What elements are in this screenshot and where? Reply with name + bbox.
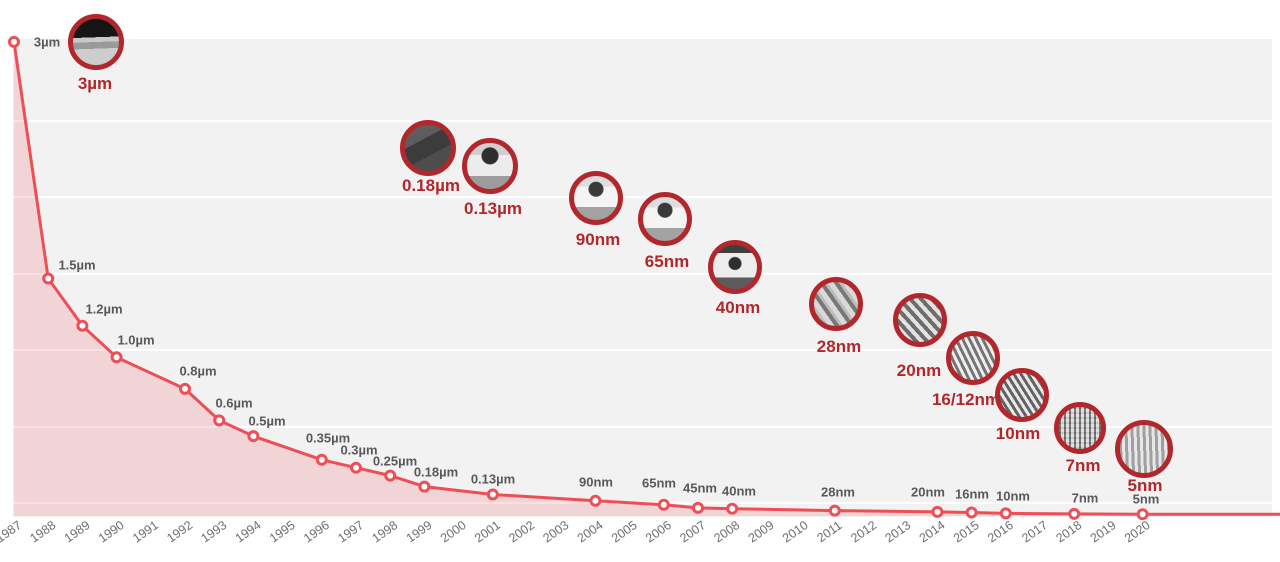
x-tick-label-2004: 2004 [575, 518, 606, 545]
x-tick-label-1994: 1994 [233, 518, 264, 545]
point-label-10nm: 10nm [996, 489, 1030, 504]
data-point-2011 [828, 504, 841, 517]
data-point-1993 [213, 414, 226, 427]
point-label-7nm: 7nm [1072, 491, 1099, 506]
x-tick-label-2011: 2011 [814, 518, 844, 545]
point-label-1.0µm: 1.0µm [117, 333, 154, 348]
point-labels-group: 3µm1.5µm1.2µm1.0µm0.8µm0.6µm0.5µm0.35µm0… [34, 35, 1160, 507]
x-tick-label-1991: 1991 [130, 518, 161, 545]
x-tick-label-2016: 2016 [985, 518, 1016, 545]
point-label-65nm: 65nm [642, 476, 676, 491]
x-tick-label-2008: 2008 [711, 518, 742, 545]
point-label-3µm: 3µm [34, 35, 60, 50]
x-tick-label-2000: 2000 [438, 518, 469, 545]
x-tick-label-1990: 1990 [96, 518, 127, 545]
data-point-2007 [692, 501, 704, 514]
point-label-16nm: 16nm [955, 487, 989, 502]
x-tick-label-2005: 2005 [609, 518, 640, 545]
data-point-1997 [350, 461, 362, 474]
point-label-90nm: 90nm [579, 475, 613, 490]
data-point-2016 [999, 507, 1012, 520]
data-point-2014 [931, 505, 944, 518]
markers-group [8, 35, 1149, 521]
x-tick-label-2014: 2014 [917, 518, 948, 545]
point-label-0.25µm: 0.25µm [373, 454, 417, 469]
x-tick-label-2019: 2019 [1088, 518, 1119, 545]
x-tick-label-1992: 1992 [164, 518, 195, 545]
x-tick-label-2003: 2003 [540, 518, 571, 545]
x-tick-label-1993: 1993 [198, 518, 229, 545]
x-tick-label-1996: 1996 [301, 518, 332, 545]
x-tick-label-2002: 2002 [506, 518, 537, 545]
x-tick-label-2015: 2015 [951, 518, 982, 545]
data-point-2001 [486, 488, 499, 501]
data-point-1992 [179, 382, 191, 395]
x-tick-label-2009: 2009 [746, 518, 777, 545]
point-label-1.2µm: 1.2µm [85, 302, 122, 317]
x-tick-label-2007: 2007 [677, 518, 708, 545]
point-label-5nm: 5nm [1133, 492, 1160, 507]
point-label-0.5µm: 0.5µm [248, 414, 285, 429]
point-label-40nm: 40nm [722, 484, 756, 499]
data-point-1989 [76, 319, 89, 332]
data-point-2015 [965, 506, 978, 519]
point-label-0.3µm: 0.3µm [340, 443, 377, 458]
point-label-0.35µm: 0.35µm [306, 431, 350, 446]
data-point-1994 [247, 430, 260, 443]
data-point-2004 [589, 494, 602, 507]
data-point-2020 [1136, 508, 1149, 521]
x-tick-label-2013: 2013 [882, 518, 913, 545]
x-tick-label-1989: 1989 [62, 518, 93, 545]
point-label-0.8µm: 0.8µm [179, 364, 216, 379]
x-axis-labels-group: 1987 1988 1989 1990 1991 1992 1993 1994 1995 1996… [0, 518, 1153, 545]
x-tick-label-1997: 1997 [335, 518, 366, 545]
data-point-2018 [1068, 507, 1081, 520]
data-point-2008 [726, 502, 739, 515]
point-label-45nm: 45nm [683, 481, 717, 496]
data-point-1988 [42, 272, 55, 285]
point-label-0.6µm: 0.6µm [215, 396, 252, 411]
x-tick-label-2018: 2018 [1053, 518, 1084, 545]
x-tick-label-1999: 1999 [404, 518, 435, 545]
data-point-1996 [315, 453, 328, 466]
point-label-1.5µm: 1.5µm [58, 258, 95, 273]
data-point-1999 [418, 480, 431, 493]
point-label-28nm: 28nm [821, 485, 855, 500]
data-point-1987 [8, 35, 20, 48]
x-tick-label-1995: 1995 [267, 518, 298, 545]
x-tick-label-2020: 2020 [1122, 518, 1153, 545]
point-label-20nm: 20nm [911, 485, 945, 500]
x-tick-label-2001: 2001 [472, 518, 503, 545]
area-fill [14, 41, 1280, 517]
x-tick-label-2017: 2017 [1019, 518, 1050, 545]
data-point-2006 [657, 498, 670, 511]
x-tick-label-2006: 2006 [643, 518, 674, 545]
x-tick-label-1988: 1988 [27, 518, 58, 545]
data-point-1998 [384, 469, 397, 482]
x-tick-label-1987: 1987 [0, 518, 24, 545]
data-point-1990 [110, 351, 123, 364]
x-tick-label-2012: 2012 [848, 518, 879, 545]
x-tick-label-1998: 1998 [369, 518, 400, 545]
point-label-0.18µm: 0.18µm [414, 465, 458, 480]
point-label-0.13µm: 0.13µm [471, 472, 515, 487]
x-tick-label-2010: 2010 [780, 518, 811, 545]
